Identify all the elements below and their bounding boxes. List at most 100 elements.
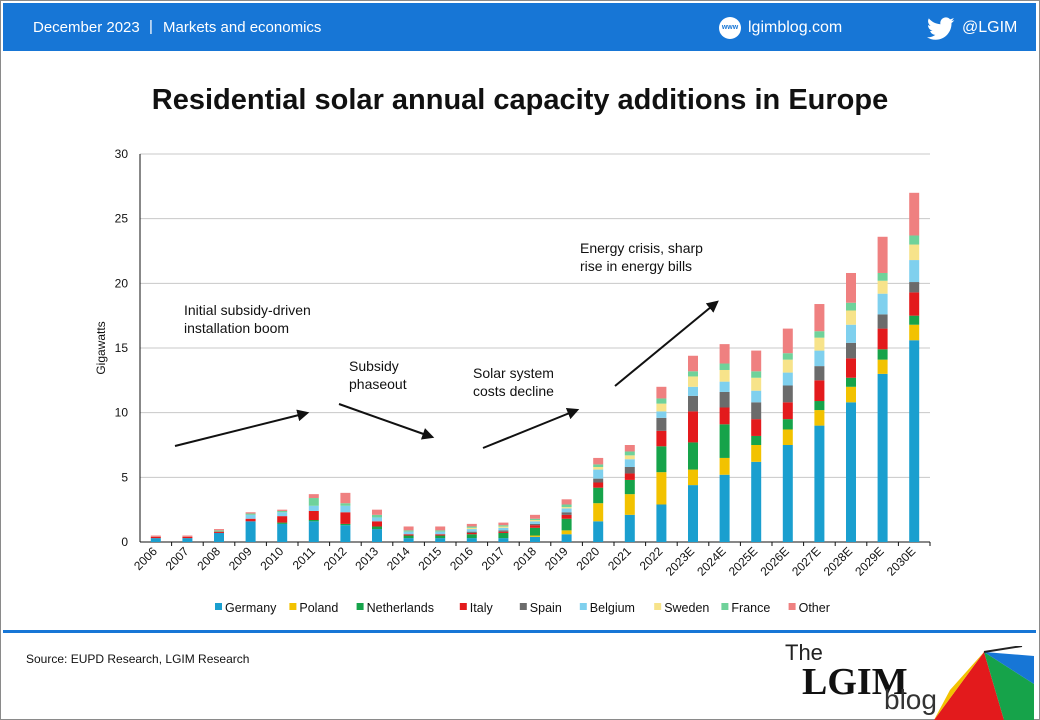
logo-the: The	[785, 640, 823, 665]
bar-segment-other	[466, 523, 477, 527]
bar-segment-germany	[624, 514, 635, 542]
annotation-text: Solar system	[473, 365, 554, 381]
bar-segment-germany	[593, 521, 604, 542]
bar-segment-other	[214, 529, 224, 531]
bar-segment-other	[624, 445, 635, 452]
bar-segment-germany	[435, 538, 446, 542]
x-tick-label: 2029E	[852, 544, 886, 578]
bar-segment-belgium	[530, 521, 540, 524]
bar-segment-france	[403, 530, 414, 532]
bar-segment-spain	[751, 402, 762, 420]
bar-segment-italy	[688, 411, 698, 443]
twitter-bird-icon[interactable]	[927, 17, 955, 41]
annotation-text: Subsidy	[349, 358, 399, 374]
bar-segment-france	[214, 530, 224, 532]
bar-segment-sweden	[719, 369, 730, 382]
x-tick-label: 2015	[416, 544, 445, 573]
bar-segment-netherlands	[751, 435, 762, 445]
bar-segment-germany	[277, 523, 288, 542]
bar-segment-france	[466, 526, 477, 528]
bar-segment-germany	[403, 538, 414, 542]
bar-segment-germany	[782, 445, 793, 542]
x-tick-label: 2030E	[884, 544, 918, 578]
bar-segment-poland	[719, 457, 730, 475]
bar-segment-italy	[656, 430, 667, 447]
bar-segment-other	[150, 535, 161, 537]
twitter-handle[interactable]: @LGIM	[962, 19, 1018, 36]
annotation-arrow	[174, 409, 310, 447]
annotation-text: installation boom	[184, 320, 289, 336]
bar-segment-spain	[782, 385, 793, 403]
bar-segment-belgium	[277, 512, 288, 517]
bar-segment-sweden	[782, 359, 793, 373]
bar-segment-belgium	[846, 324, 856, 343]
bar-segment-belgium	[751, 390, 762, 403]
y-tick-label: 15	[115, 341, 129, 355]
bar-segment-italy	[372, 521, 382, 527]
x-tick-label: 2010	[258, 544, 287, 573]
bar-segment-germany	[814, 425, 825, 542]
y-axis-label: Gigawatts	[94, 321, 108, 374]
x-tick-label: 2018	[510, 544, 539, 573]
lgim-blog-logo[interactable]: The LGIM blog	[780, 640, 1036, 720]
bar-segment-france	[308, 498, 319, 506]
bar-segment-sweden	[498, 526, 509, 528]
bar-segment-other	[561, 499, 572, 505]
x-tick-label: 2013	[352, 544, 381, 573]
chart-title: Residential solar annual capacity additi…	[151, 84, 889, 116]
globe-icon: www	[719, 17, 741, 39]
annotation-text: costs decline	[473, 383, 554, 399]
bar-segment-other	[782, 328, 793, 354]
bar-segment-germany	[466, 538, 477, 542]
bar-segment-sweden	[877, 280, 888, 294]
bar-segment-netherlands	[372, 526, 382, 530]
y-tick-label: 5	[121, 470, 128, 484]
bar-segment-poland	[530, 535, 540, 537]
legend-label: France	[731, 601, 770, 615]
bar-segment-italy	[624, 473, 635, 480]
header-section[interactable]: Markets and economics	[163, 19, 322, 36]
bar-segment-other	[846, 272, 856, 303]
bar-segment-germany	[308, 521, 319, 542]
bar-segment-italy	[719, 407, 730, 425]
x-tick-label: 2016	[447, 544, 476, 573]
bar-segment-germany	[245, 521, 256, 542]
bar-segment-sweden	[656, 403, 667, 412]
x-tick-label: 2011	[290, 544, 318, 572]
footer-divider	[3, 630, 1036, 633]
x-tick-label: 2019	[542, 544, 571, 573]
annotation-arrow	[338, 403, 435, 440]
bar-segment-sweden	[751, 377, 762, 391]
bar-segment-poland	[593, 503, 604, 522]
legend-swatch-other	[788, 603, 796, 610]
bar-segment-germany	[214, 532, 224, 542]
bar-segment-italy	[561, 514, 572, 519]
blog-link[interactable]: lgimblog.com	[748, 19, 843, 36]
bar-segment-netherlands	[624, 479, 635, 495]
bar-segment-spain	[561, 512, 572, 515]
bar-segment-netherlands	[277, 522, 288, 524]
bar-segment-italy	[435, 534, 446, 536]
bar-segment-france	[814, 331, 825, 338]
bar-segment-france	[751, 371, 762, 378]
annotation-text: Energy crisis, sharp	[580, 240, 703, 256]
bar-segment-spain	[909, 282, 920, 293]
bar-segment-belgium	[593, 469, 604, 479]
bar-segment-italy	[751, 419, 762, 436]
bar-segment-germany	[561, 534, 572, 542]
legend-swatch-netherlands	[356, 603, 364, 610]
bar-segment-germany	[656, 504, 667, 542]
bar-segment-italy	[182, 536, 193, 539]
bar-segment-other	[245, 512, 256, 514]
bar-segment-spain	[719, 391, 730, 408]
bar-segment-sweden	[530, 520, 540, 522]
bar-segment-france	[498, 525, 509, 527]
bar-segment-netherlands	[814, 401, 825, 411]
bar-segment-italy	[340, 512, 351, 524]
bar-segment-germany	[340, 525, 351, 542]
bar-segment-italy	[277, 516, 288, 523]
bar-segment-belgium	[688, 386, 698, 396]
bar-segment-other	[814, 304, 825, 332]
bar-segment-netherlands	[656, 446, 667, 473]
